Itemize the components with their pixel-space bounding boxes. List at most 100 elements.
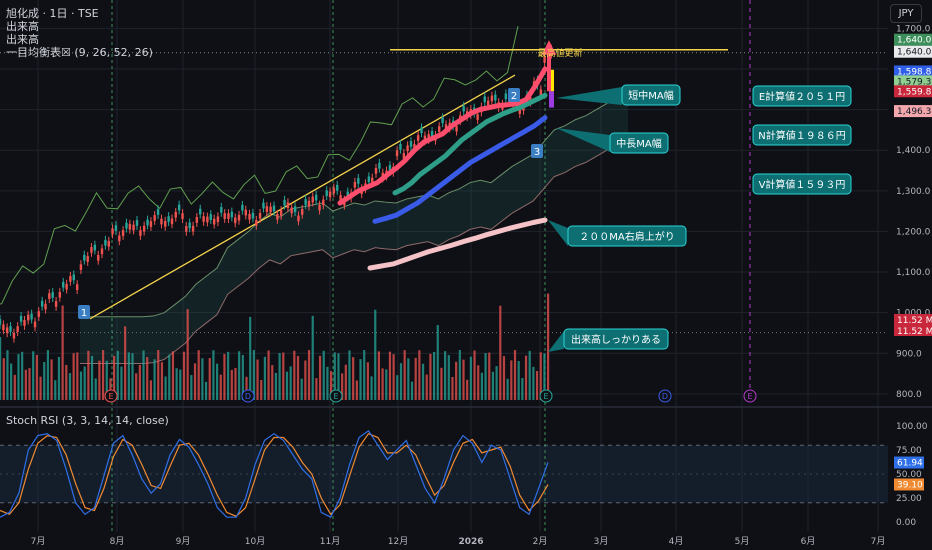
candle-body [153, 215, 156, 221]
volume-bar [341, 373, 344, 400]
volume-label: 11.52 M [897, 316, 932, 326]
volume-bar [227, 351, 230, 400]
candle-body [543, 57, 546, 63]
candle-body [237, 214, 241, 221]
stoch-value-label: 39.10 [897, 480, 923, 490]
price-tick-label: 1,000.0 [896, 309, 931, 319]
candle-body [33, 321, 37, 328]
candle-body [100, 248, 104, 255]
candle-body [97, 254, 100, 261]
currency-button[interactable]: JPY [890, 4, 922, 23]
volume-bar [432, 351, 436, 400]
volume-bar [311, 315, 314, 400]
volume-bar [50, 359, 53, 400]
volume-bar [149, 380, 152, 400]
price-label-box [894, 85, 932, 98]
stoch-tick-label: 100.00 [896, 422, 928, 432]
callout-pointer [548, 220, 568, 246]
candle-body [406, 145, 409, 152]
volume-bar [32, 351, 35, 400]
candle-body [388, 165, 392, 171]
event-marker [658, 389, 672, 403]
volume-bar [124, 326, 127, 400]
mid-long-ma-callout: 中長MA幅 [616, 137, 661, 150]
candle-body [125, 222, 128, 229]
candle-body [111, 228, 114, 235]
candle-body [220, 207, 223, 213]
volume-bar [175, 368, 178, 400]
mid-long-width-bar [549, 91, 554, 108]
candle-body [9, 326, 12, 332]
candle-body [62, 281, 65, 288]
candle-body [202, 216, 205, 222]
candle-body [216, 216, 220, 223]
volume-bar [87, 350, 90, 400]
volume-bar [190, 375, 193, 400]
volume-bar [466, 379, 469, 400]
candle-body [209, 214, 212, 220]
price-tick-label: 1,700.0 [896, 24, 931, 34]
event-marker [329, 389, 343, 403]
volume-bar [436, 325, 439, 400]
volume-bar [495, 366, 498, 400]
time-tick-label: 10月 [245, 536, 265, 547]
volume-bar [517, 360, 520, 400]
volume-bar [414, 357, 417, 400]
volume-bar [300, 378, 303, 400]
time-tick-label: 2026 [458, 537, 483, 547]
candle-body [19, 315, 23, 322]
volume-bar [68, 373, 72, 400]
volume-bar [535, 371, 539, 400]
volume-bar [146, 357, 149, 400]
volume-bar [238, 351, 241, 400]
ma-short-line [337, 66, 548, 206]
price-label: 1,640.0 [897, 36, 932, 46]
volume-bar [455, 361, 458, 400]
candle-body [181, 213, 184, 219]
v-calc-callout-box [752, 173, 852, 195]
stoch-rsi-label: Stoch RSI (3, 3, 14, 14, close) [6, 414, 169, 427]
candle-body [301, 209, 304, 215]
candle-body [314, 194, 318, 201]
candle-body [83, 254, 86, 261]
volume-bar [510, 360, 513, 400]
volume-bar [315, 378, 318, 400]
candle-body [251, 212, 255, 219]
volume-bar [131, 353, 134, 400]
time-tick-label: 4月 [669, 536, 684, 547]
price-label: 1,579.3 [897, 77, 931, 87]
candle-body [430, 131, 434, 137]
volume-bar [157, 350, 160, 400]
event-marker [539, 389, 553, 403]
candle-body [0, 319, 2, 325]
v-calc-callout: V計算値１５９３円 [759, 178, 846, 191]
candle-body [174, 211, 177, 218]
volume-bar [61, 305, 64, 400]
ma-long-line [372, 115, 548, 224]
candle-body [40, 300, 44, 307]
candle-body [2, 324, 5, 331]
volume-bar [322, 350, 325, 400]
candle-body [293, 206, 297, 212]
volume-callout-box [563, 328, 669, 350]
mid-long-ma-callout-box [609, 132, 669, 154]
volume-bar [480, 372, 483, 400]
volume-bar [252, 350, 255, 400]
volume-bar [164, 376, 167, 400]
support-trend-line [89, 74, 516, 320]
volume-label: 11.52 M [897, 327, 932, 337]
event-marker-label: E [108, 392, 113, 401]
candle-body [455, 125, 458, 132]
candle-body [258, 213, 262, 219]
candle-body [156, 209, 160, 215]
volume-bar [35, 354, 38, 400]
price-label-box [894, 105, 932, 118]
stoch-value-label: 61.94 [897, 459, 923, 469]
candle-body [262, 202, 265, 209]
volume-bar [219, 374, 222, 400]
event-marker [104, 389, 118, 403]
wave-marker-label: 3 [534, 147, 540, 158]
candle-body [90, 247, 93, 253]
candle-body [416, 135, 420, 141]
